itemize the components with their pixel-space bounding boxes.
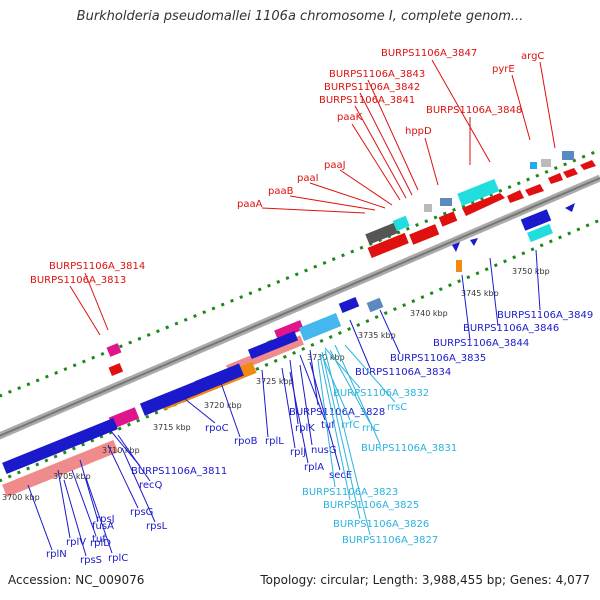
tick-label: 3710 kbp	[102, 446, 140, 455]
gene-label: BURPS1106A_3827	[342, 535, 438, 546]
tick-label: 3740 kbp	[410, 309, 448, 318]
gene-label: recQ	[139, 480, 163, 491]
gene-label: rplV	[66, 537, 86, 548]
gene-label: BURPS1106A_3828	[289, 407, 385, 418]
gene-label: rrfC	[341, 420, 360, 431]
gene-label: rplA	[304, 462, 324, 473]
tick-label: 3745 kbp	[461, 289, 499, 298]
gene-label: argC	[521, 51, 544, 62]
kbp-ticks: 3700 kbp 3705 kbp 3710 kbp 3715 kbp 3720…	[2, 267, 550, 502]
gene-label: rpsL	[146, 521, 168, 532]
gene-label: BURPS1106A_3823	[302, 487, 398, 498]
gene-label: rrlC	[362, 423, 380, 434]
gene-label: paaA	[237, 199, 263, 210]
gene-label: rpoB	[234, 436, 258, 447]
gene-label: BURPS1106A_3832	[333, 388, 429, 399]
tick-label: 3720 kbp	[204, 401, 242, 410]
gene-label: BURPS1106A_3811	[131, 466, 227, 477]
gene-label: BURPS1106A_3814	[49, 261, 145, 272]
gene-label: rplD	[90, 538, 111, 549]
rna-labels: BURPS1106A_3832 rrsC rrfC rrlC BURPS1106…	[302, 344, 457, 546]
gene-label: paaJ	[324, 160, 346, 171]
gene-label: nusG	[311, 445, 337, 456]
gene-label: BURPS1106A_3846	[463, 323, 559, 334]
gene-label: tuf	[92, 534, 106, 545]
tick-label: 3715 kbp	[153, 423, 191, 432]
map-title: Burkholderia pseudomallei 1106a chromoso…	[76, 9, 524, 24]
gene-label: pyrE	[492, 64, 515, 75]
gene-label: rplC	[108, 553, 128, 564]
tick-label: 3730 kbp	[307, 353, 345, 362]
gene-label: BURPS1106A_3835	[390, 353, 486, 364]
gene-label: BURPS1106A_3834	[355, 367, 451, 378]
summary-text: Topology: circular; Length: 3,988,455 bp…	[260, 573, 590, 587]
gene-label: rpoC	[205, 423, 229, 434]
gene-label: rpsS	[80, 555, 102, 566]
gene-label: paaB	[268, 186, 294, 197]
tick-label: 3700 kbp	[2, 493, 40, 502]
gene-label: BURPS1106A_3847	[381, 48, 477, 59]
gene-label: rrsC	[387, 402, 407, 413]
gene-label: secE	[329, 470, 352, 481]
gene-label: BURPS1106A_3831	[361, 443, 457, 454]
gene-label: paaI	[297, 173, 319, 184]
gene-label: BURPS1106A_3825	[323, 500, 419, 511]
gene-label: rplL	[265, 436, 284, 447]
tick-label: 3750 kbp	[512, 267, 550, 276]
gene-label: rplJ	[290, 447, 306, 458]
tick-label: 3735 kbp	[358, 331, 396, 340]
gene-label: BURPS1106A_3848	[426, 105, 522, 116]
gene-label: BURPS1106A_3849	[497, 310, 593, 321]
tick-label: 3705 kbp	[53, 472, 91, 481]
gene-label: BURPS1106A_3813	[30, 275, 126, 286]
gene-label: rplN	[46, 549, 67, 560]
bottom-labels: BURPS1106A_3849 BURPS1106A_3846 BURPS110…	[27, 249, 593, 566]
gene-label: BURPS1106A_3841	[319, 95, 415, 106]
gene-label: rpsG	[130, 507, 153, 518]
gene-label: hppD	[405, 126, 432, 137]
gene-label: BURPS1106A_3826	[333, 519, 429, 530]
ruler-bottom	[0, 218, 600, 483]
gene-label: BURPS1106A_3842	[324, 82, 420, 93]
gene-label: paaK	[337, 112, 363, 123]
gene-label: BURPS1106A_3843	[329, 69, 425, 80]
gene-label: BURPS1106A_3844	[433, 338, 529, 349]
top-labels: BURPS1106A_3847 argC pyrE BURPS1106A_384…	[30, 48, 556, 336]
reverse-gene-track	[2, 151, 575, 475]
gene-label: rplK	[295, 423, 315, 434]
tick-label: 3725 kbp	[256, 377, 294, 386]
accession-text: Accession: NC_009076	[8, 573, 145, 587]
gene-label: rpsJ	[96, 514, 115, 525]
